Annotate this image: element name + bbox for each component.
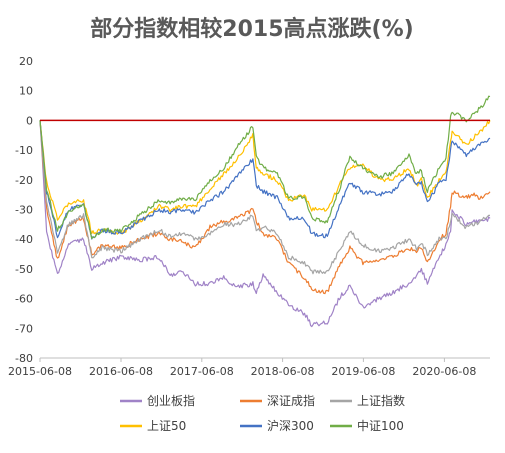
- y-tick-label: -40: [15, 233, 33, 246]
- x-tick-label: 2015-06-08: [8, 365, 72, 378]
- y-axis: 20 10 0 -10 -20 -30 -40 -50 -60 -70 -80: [15, 55, 33, 365]
- x-tick-label: 2020-06-08: [412, 365, 476, 378]
- series-line: [39, 120, 491, 328]
- legend-label: 上证指数: [357, 393, 405, 408]
- y-tick-label: -30: [15, 204, 33, 217]
- series-layer: [39, 95, 491, 328]
- legend-label: 沪深300: [267, 419, 314, 433]
- y-tick-label: 0: [26, 114, 33, 127]
- y-tick-label: -80: [15, 352, 33, 365]
- series-line: [39, 95, 491, 240]
- x-tick-label: 2017-06-08: [170, 365, 234, 378]
- chart-title: 部分指数相较2015高点涨跌(%): [90, 16, 413, 42]
- x-tick-label: 2018-06-08: [251, 365, 315, 378]
- series-line: [39, 120, 491, 240]
- y-tick-label: -10: [15, 144, 33, 157]
- series-line: [39, 120, 491, 275]
- y-tick-label: 20: [19, 55, 33, 68]
- legend-label: 创业板指: [147, 393, 195, 408]
- legend-label: 深证成指: [267, 393, 315, 408]
- y-tick-label: -70: [15, 322, 33, 335]
- x-axis: 2015-06-08 2016-06-08 2017-06-08 2018-06-08…: [8, 357, 490, 378]
- y-tick-label: -50: [15, 263, 33, 276]
- legend-label: 上证50: [147, 419, 186, 433]
- x-tick-label: 2019-06-08: [331, 365, 395, 378]
- legend-label: 中证100: [357, 418, 404, 433]
- series-line: [39, 120, 491, 295]
- y-tick-label: -60: [15, 293, 33, 306]
- y-tick-label: 10: [19, 85, 33, 98]
- x-tick-label: 2016-06-08: [89, 365, 153, 378]
- y-tick-label: -20: [15, 174, 33, 187]
